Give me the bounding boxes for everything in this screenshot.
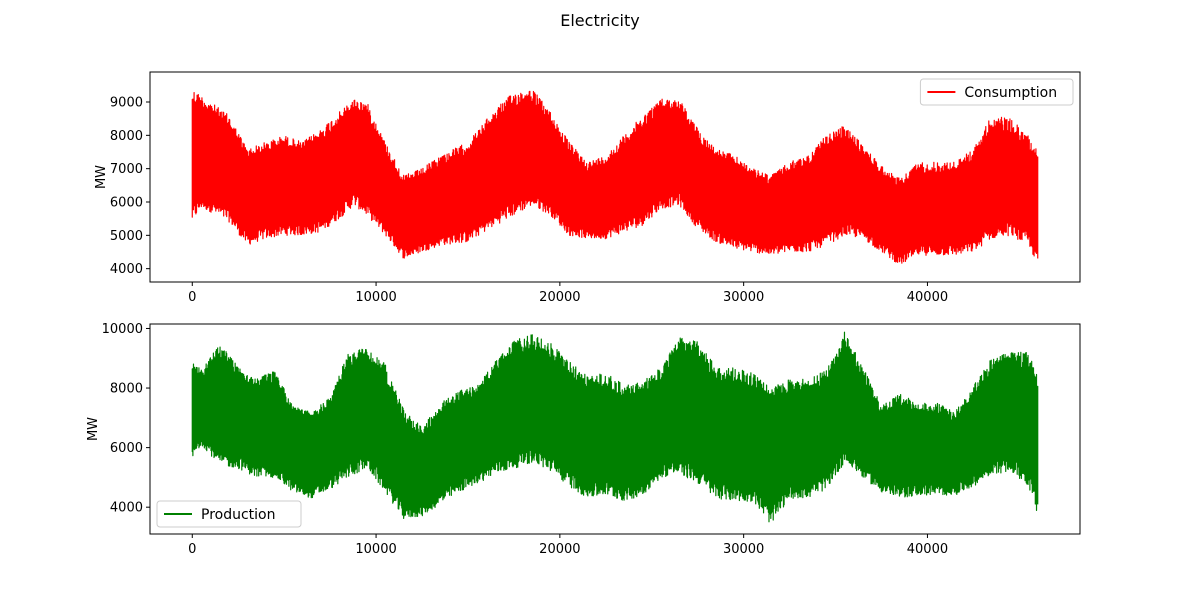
figure-title: Electricity: [560, 11, 639, 30]
production-legend-box: [156, 500, 302, 528]
production-y-tick-label: 10000: [102, 322, 143, 337]
production-x-tick-label: 20000: [539, 542, 580, 557]
consumption-y-tick-label: 6000: [110, 196, 143, 211]
consumption-legend: Consumption: [919, 78, 1074, 106]
consumption-y-tick-label: 7000: [110, 162, 143, 177]
production-y-axis-label: MW: [86, 417, 101, 441]
consumption-x-tick-label: 30000: [723, 290, 764, 305]
consumption-x-tick-label: 40000: [907, 290, 948, 305]
production-panel: 0 10000 20000 30000 40000 40006000800010000 …: [86, 322, 1081, 557]
consumption-panel: 0 10000 20000 30000 40000 4000 5000 6000 7000 80…: [94, 71, 1081, 305]
consumption-legend-box: [919, 78, 1074, 106]
production-series-line: [191, 331, 1039, 523]
production-y-tick-label: 6000: [110, 441, 143, 456]
consumption-y-tick-label: 8000: [110, 129, 143, 144]
consumption-plot-frame: [149, 71, 1081, 283]
consumption-y-tick-label: 5000: [110, 229, 143, 244]
production-y-tick-label: 8000: [110, 382, 143, 397]
production-x-tick-label: 10000: [355, 542, 396, 557]
consumption-y-tick-label: 4000: [110, 262, 143, 277]
production-plot-frame: [149, 323, 1081, 535]
consumption-y-tick-label: 9000: [110, 96, 143, 111]
production-y-tick-label: 4000: [110, 501, 143, 516]
production-legend-label: Production: [201, 507, 275, 523]
consumption-y-axis-label: MW: [94, 165, 109, 189]
consumption-x-tick-label: 0: [188, 290, 196, 305]
production-x-tick-label: 30000: [723, 542, 764, 557]
production-x-tick-label: 40000: [907, 542, 948, 557]
consumption-series-line: [191, 90, 1039, 264]
consumption-legend-label: Consumption: [964, 85, 1057, 101]
production-x-tick-label: 0: [188, 542, 196, 557]
production-legend: Production: [156, 500, 302, 528]
consumption-x-tick-label: 20000: [539, 290, 580, 305]
consumption-x-tick-label: 10000: [355, 290, 396, 305]
